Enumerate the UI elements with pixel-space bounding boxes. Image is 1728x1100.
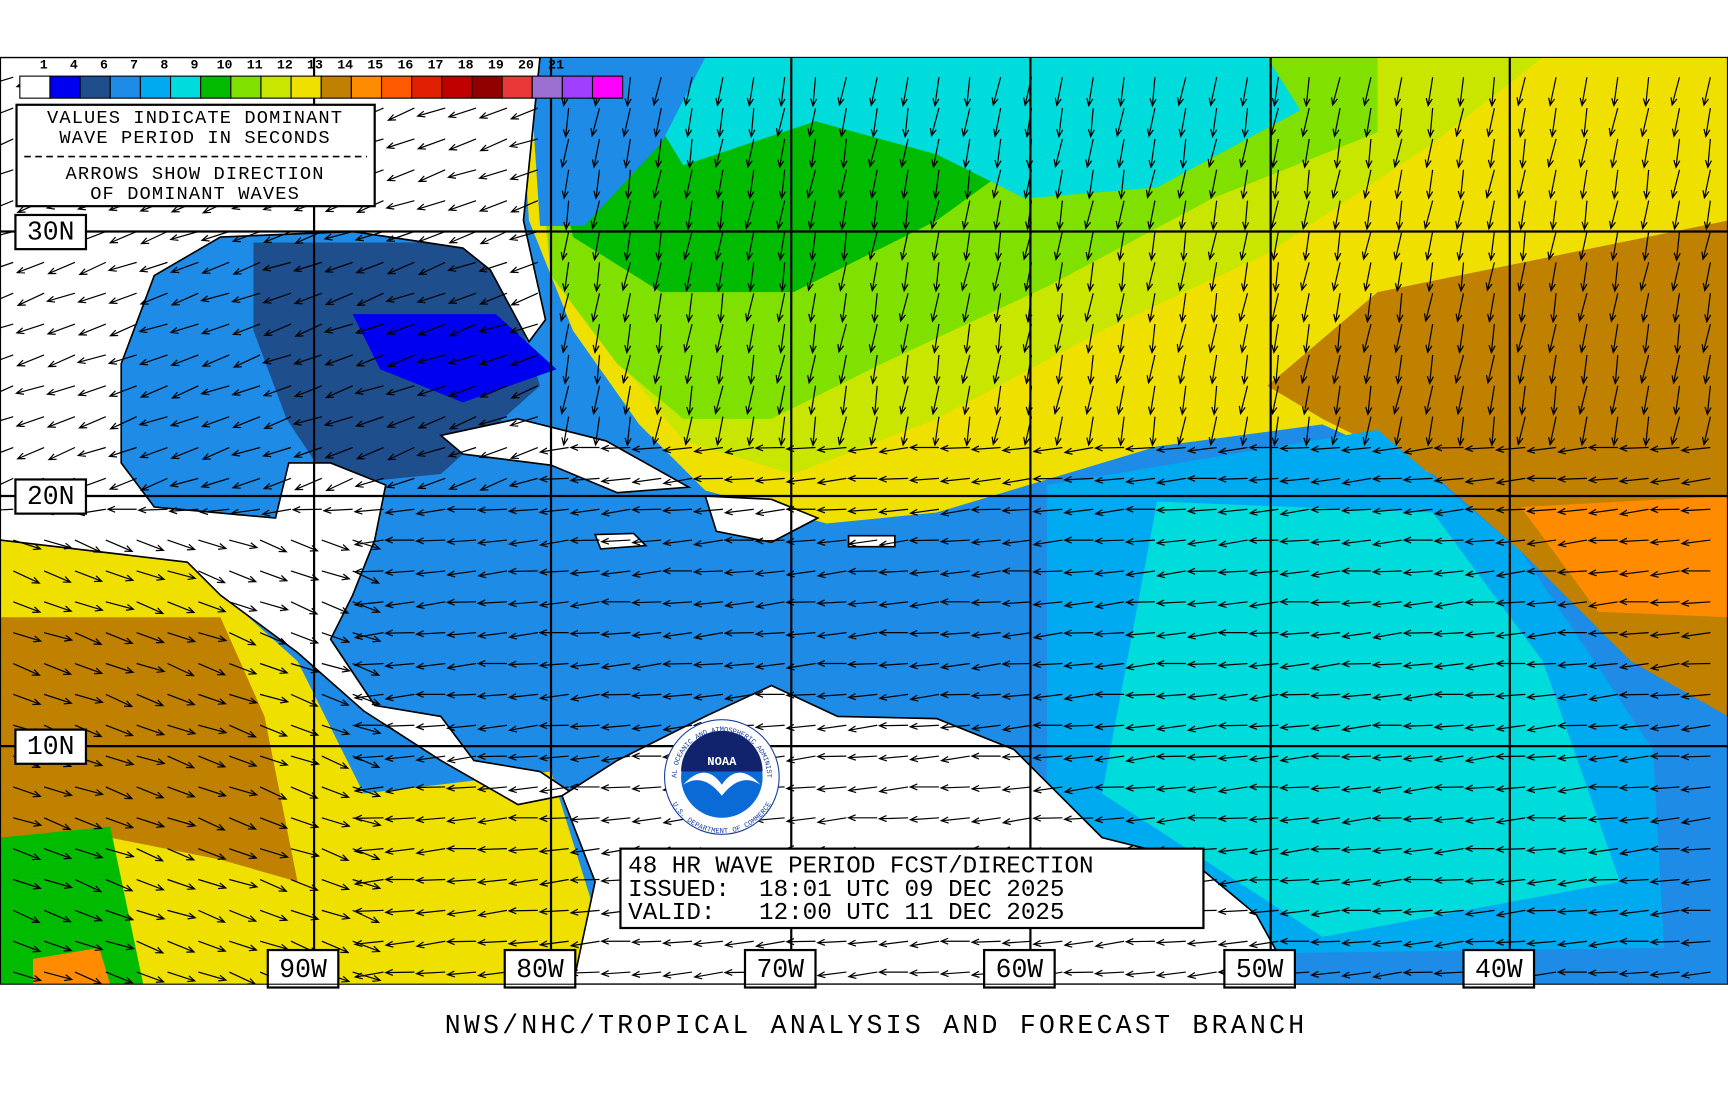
legend-swatch: [49, 75, 81, 99]
legend-swatch: [471, 75, 503, 99]
legend-label: 18: [458, 58, 474, 73]
longitude-label-box: [266, 948, 340, 989]
legend-label: 12: [277, 58, 293, 73]
footer: NWS/NHC/TROPICAL ANALYSIS AND FORECAST B…: [445, 1011, 1308, 1041]
legend-label: 16: [397, 58, 413, 73]
period-orange: [1520, 495, 1728, 618]
longitude-label: 90W: [279, 955, 327, 985]
period-pacific-green: [0, 826, 144, 985]
forecast-line: ISSUED: 18:01 UTC 09 DEC 2025: [628, 877, 1064, 904]
latitude-label-box: [14, 478, 88, 515]
legend-swatch: [320, 75, 352, 99]
legend-label: 8: [160, 58, 168, 73]
legend-swatch: [411, 75, 443, 99]
longitude-label: 40W: [1475, 955, 1523, 985]
legend-swatch: [441, 75, 473, 99]
legend-swatch: [19, 75, 51, 99]
note-line: VALUES INDICATE DOMINANT: [47, 107, 343, 129]
period-pacific-orange: [33, 947, 111, 985]
legend-swatch: [169, 75, 202, 99]
longitude-label-box: [983, 948, 1056, 989]
legend-swatch: [230, 75, 262, 99]
legend-label: 13: [307, 58, 323, 73]
legend-swatch: [290, 75, 322, 99]
legend-label: 19: [488, 58, 504, 73]
legend-label: 15: [367, 58, 383, 73]
forecast-box: [619, 847, 1205, 930]
legend-swatch: [139, 75, 172, 99]
land-cuba: [439, 418, 692, 494]
legend-label: 9: [190, 58, 198, 73]
legend-swatch: [591, 75, 624, 99]
latitude-label: 20N: [27, 482, 75, 512]
forecast-line: VALID: 12:00 UTC 11 DEC 2025: [628, 900, 1064, 927]
legend-swatch: [260, 75, 292, 99]
period-blue-north: [528, 57, 706, 226]
legend-label: 21: [548, 58, 564, 73]
logo-gull: [683, 772, 761, 796]
legend-label: 14: [337, 58, 353, 73]
legend-label: 20: [518, 58, 534, 73]
legend-swatch: [531, 75, 563, 99]
legend-label: 6: [100, 58, 108, 73]
latitude-label: 10N: [27, 732, 75, 762]
note-line: WAVE PERIOD IN SECONDS: [59, 127, 330, 149]
legend-swatch: [380, 75, 413, 99]
longitude-label-box: [743, 948, 817, 989]
legend-swatch: [200, 75, 232, 99]
period-gulf-blue: [352, 314, 557, 403]
legend-label: 7: [130, 58, 138, 73]
legend-label: 10: [217, 58, 233, 73]
longitude-label-box: [503, 948, 577, 989]
legend-swatch: [109, 75, 141, 99]
note-line: OF DOMINANT WAVES: [90, 183, 300, 205]
forecast-line: 48 HR WAVE PERIOD FCST/DIRECTION: [628, 854, 1093, 881]
longitude-label-box: [1223, 948, 1296, 989]
legend-swatch: [561, 75, 594, 99]
longitude-label: 50W: [1236, 955, 1284, 985]
legend-swatch: [79, 75, 111, 99]
legend-label: 4: [70, 58, 78, 73]
legend-label: 11: [247, 58, 263, 73]
legend-label: 1: [40, 58, 48, 73]
period-pacific-brown: [0, 617, 298, 882]
latitude-label-box: [14, 728, 88, 765]
latitude-label: 30N: [27, 218, 75, 248]
latitude-label-box: [14, 213, 88, 251]
legend-label: 17: [428, 58, 444, 73]
longitude-label: 70W: [756, 955, 804, 985]
legend-swatch: [350, 75, 383, 99]
longitude-label: 60W: [996, 955, 1044, 985]
note-line: ARROWS SHOW DIRECTION: [66, 163, 325, 185]
longitude-label: 80W: [516, 955, 564, 985]
logo-sky: [681, 730, 763, 772]
map-frame: [0, 56, 1728, 985]
logo-text: NOAA: [707, 755, 737, 769]
period-cyan: [617, 57, 1301, 199]
longitude-label-box: [1462, 948, 1536, 989]
legend-swatch: [501, 75, 533, 99]
period-cyan-south: [1102, 501, 1620, 937]
note-box: [15, 103, 376, 208]
